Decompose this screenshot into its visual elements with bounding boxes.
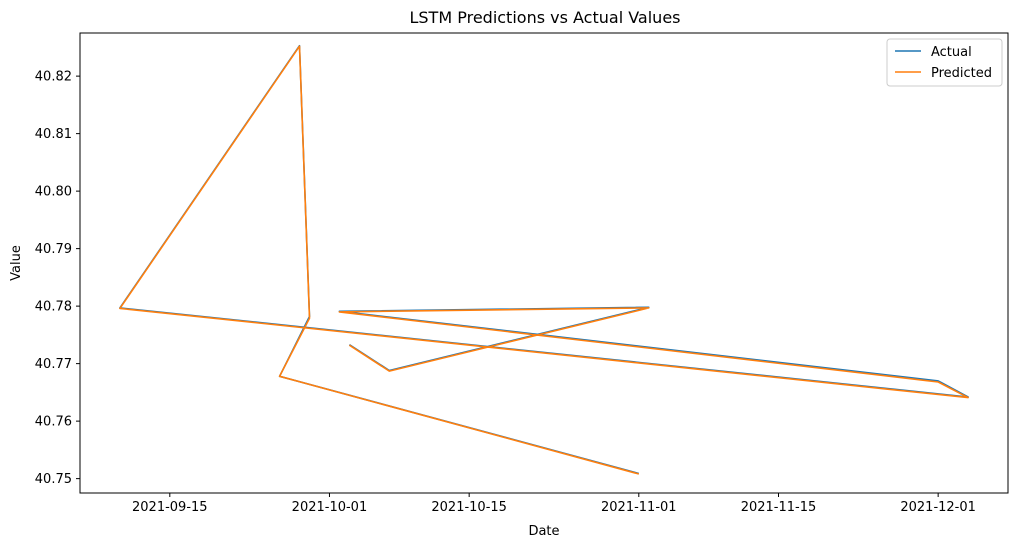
x-tick-label: 2021-10-15 (431, 500, 507, 515)
chart-title: LSTM Predictions vs Actual Values (409, 8, 680, 27)
legend-label-predicted: Predicted (931, 66, 992, 81)
axes: 2021-09-15 2021-10-01 2021-10-15 2021-11-01… (35, 70, 976, 515)
y-tick-label: 40.80 (35, 185, 72, 200)
y-tick-label: 40.75 (35, 472, 72, 487)
x-tick-label: 2021-09-15 (132, 500, 208, 515)
y-tick-label: 40.78 (35, 300, 72, 315)
y-tick-label: 40.76 (35, 415, 72, 430)
x-tick-label: 2021-11-01 (601, 500, 677, 515)
x-axis-label: Date (528, 524, 559, 539)
y-tick-label: 40.81 (35, 127, 72, 142)
y-axis-label: Value (9, 245, 24, 281)
series-line-predicted (119, 45, 969, 475)
x-tick-label: 2021-10-01 (292, 500, 368, 515)
plot-area (80, 33, 1008, 493)
legend-label-actual: Actual (931, 45, 972, 60)
x-tick-label: 2021-11-15 (741, 500, 817, 515)
y-tick-label: 40.79 (35, 242, 72, 257)
plot-frame (79, 32, 1009, 494)
x-tick-label: 2021-12-01 (900, 500, 976, 515)
series-lines (119, 44, 969, 475)
legend: Actual Predicted (886, 38, 1003, 87)
y-tick-label: 40.82 (35, 70, 72, 85)
y-tick-label: 40.77 (35, 357, 72, 372)
